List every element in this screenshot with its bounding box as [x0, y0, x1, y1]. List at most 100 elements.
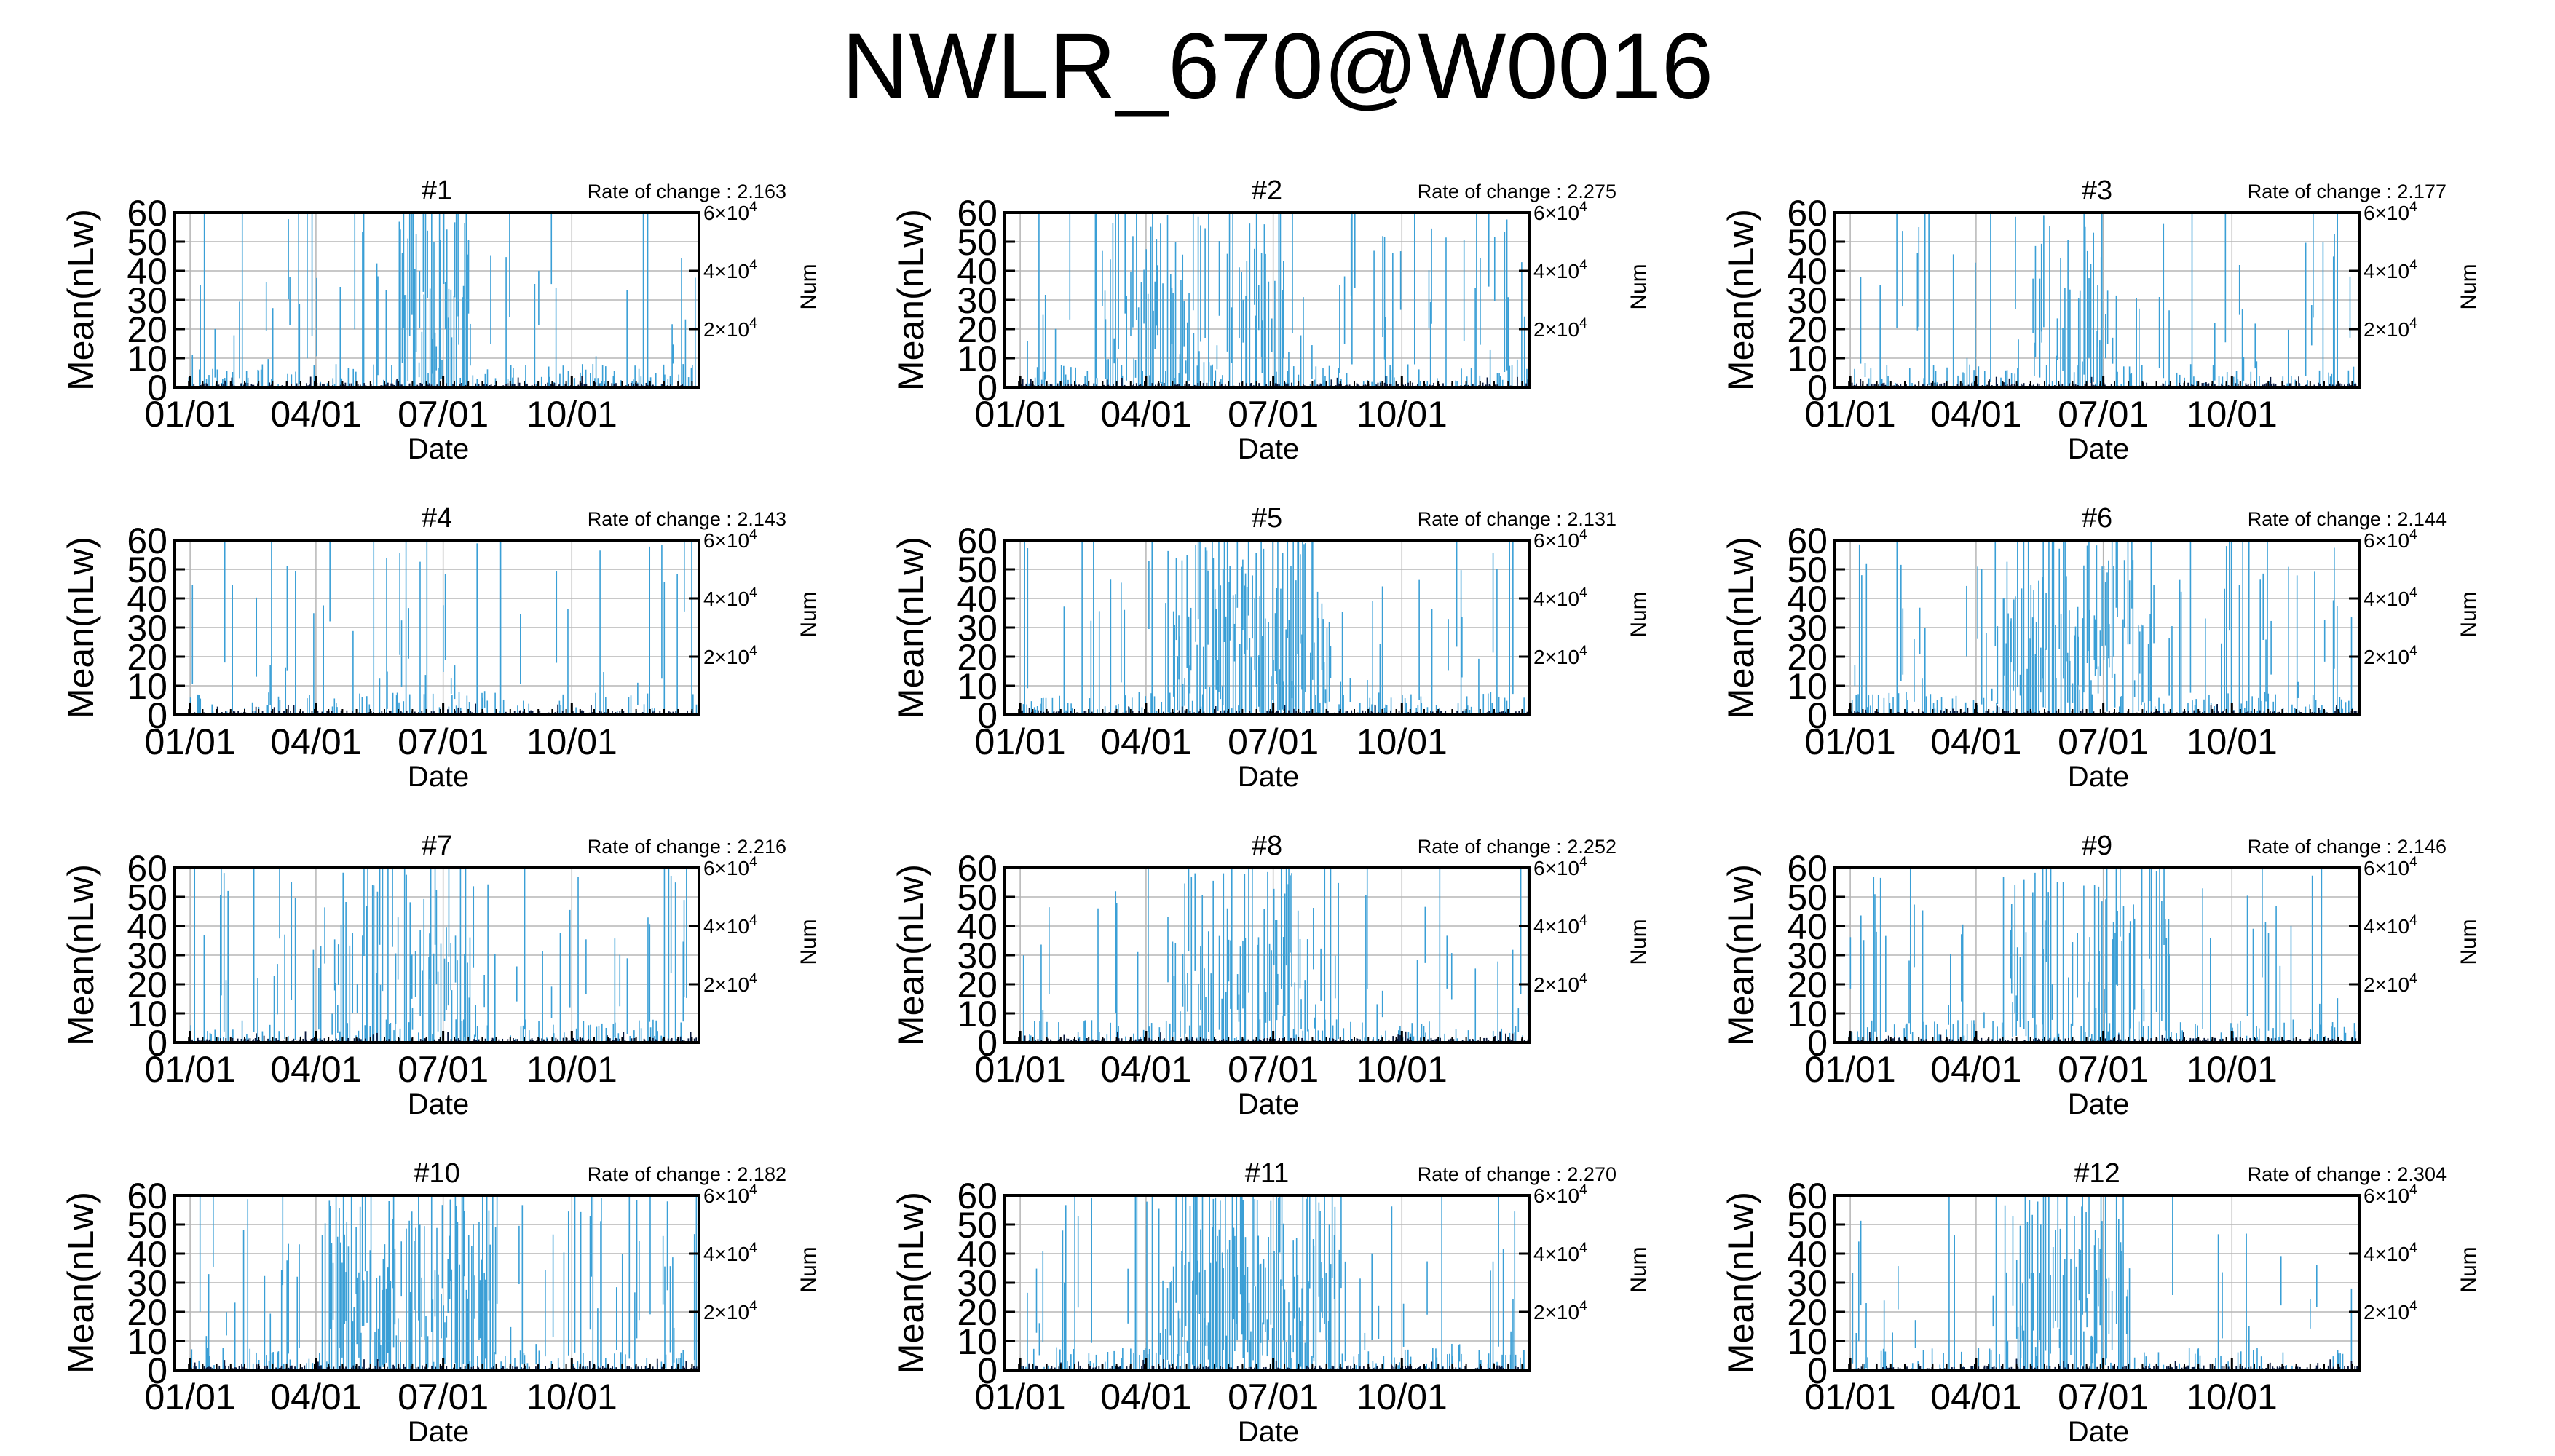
xtick-label: 01/01 [145, 721, 236, 762]
ytick-right-label: 4×104 [1533, 1241, 1587, 1265]
panel-title: #6 [2082, 503, 2112, 534]
y-axis-label-right: Num [1627, 264, 1651, 309]
xtick-label: 07/01 [2058, 721, 2149, 762]
xtick-label: 04/01 [270, 1049, 361, 1090]
ytick-label: 10 [957, 1321, 998, 1362]
ytick-right-label: 6×104 [703, 855, 757, 879]
ytick-label: 0 [147, 695, 167, 736]
x-axis-label: Date [1238, 433, 1300, 465]
panel-title: #8 [1252, 831, 1282, 861]
ytick-label: 0 [147, 368, 167, 408]
xtick-label: 04/01 [1100, 1049, 1191, 1090]
ytick-label: 50 [957, 877, 998, 918]
ytick-right-label: 4×104 [703, 585, 757, 610]
xtick-label: 04/01 [270, 394, 361, 435]
ytick-label: 0 [147, 1023, 167, 1064]
xtick-label: 01/01 [145, 1377, 236, 1417]
ytick-label: 30 [127, 1263, 167, 1304]
panel-title: #4 [422, 503, 452, 534]
series-mean [1852, 1195, 2359, 1370]
xtick-label: 10/01 [1357, 394, 1448, 435]
ytick-right-label: 6×104 [703, 1182, 757, 1207]
ytick-right-label: 2×104 [2364, 316, 2417, 341]
ytick-label: 50 [127, 550, 167, 590]
ytick-right-label: 2×104 [1533, 316, 1587, 341]
ytick-right-label: 2×104 [2364, 644, 2417, 668]
xtick-label: 01/01 [145, 394, 236, 435]
xtick-label: 10/01 [526, 721, 617, 762]
ytick-label: 20 [957, 637, 998, 678]
rate-of-change: Rate of change : 2.146 [2248, 836, 2447, 858]
ytick-right-label: 4×104 [703, 913, 757, 938]
rate-of-change: Rate of change : 2.270 [1418, 1163, 1616, 1185]
ytick-label: 10 [1787, 339, 1828, 379]
ytick-label: 30 [1787, 935, 1828, 976]
series-mean [1019, 540, 1525, 715]
y-axis-label-right: Num [797, 591, 821, 637]
page-title: NWLR_670@W0016 [841, 15, 1714, 119]
series-mean [1850, 540, 2353, 715]
ytick-label: 20 [957, 965, 998, 1005]
y-axis-label-right: Num [797, 1246, 821, 1292]
ytick-label: 40 [1787, 579, 1828, 620]
ytick-label: 40 [957, 1234, 998, 1275]
ytick-right-label: 4×104 [1533, 258, 1587, 282]
ytick-label: 50 [1787, 222, 1828, 263]
ytick-label: 60 [957, 848, 998, 889]
panel-title: #1 [422, 175, 452, 206]
y-axis-label-left: Mean(nLw) [1721, 209, 1761, 391]
xtick-label: 07/01 [398, 1377, 489, 1417]
ytick-label: 10 [1787, 994, 1828, 1034]
ytick-label: 30 [127, 280, 167, 321]
ytick-right-label: 2×104 [703, 1299, 757, 1324]
ytick-right-label: 6×104 [703, 199, 757, 224]
x-axis-label: Date [2068, 761, 2130, 793]
ytick-right-label: 6×104 [2364, 199, 2417, 224]
ytick-label: 0 [1807, 695, 1828, 736]
ytick-label: 60 [127, 521, 167, 561]
ytick-label: 60 [1787, 193, 1828, 234]
xtick-label: 01/01 [975, 1049, 1066, 1090]
ytick-label: 50 [1787, 550, 1828, 590]
y-axis-label-right: Num [1627, 591, 1651, 637]
xtick-label: 10/01 [1357, 721, 1448, 762]
ytick-label: 50 [957, 1205, 998, 1246]
ytick-label: 60 [127, 848, 167, 889]
x-axis-label: Date [1238, 1416, 1300, 1448]
ytick-label: 20 [1787, 309, 1828, 350]
rate-of-change: Rate of change : 2.131 [1418, 508, 1616, 530]
ytick-label: 0 [977, 1023, 998, 1064]
xtick-label: 10/01 [2187, 721, 2278, 762]
xtick-label: 07/01 [398, 721, 489, 762]
xtick-label: 10/01 [2187, 1049, 2278, 1090]
ytick-label: 30 [957, 608, 998, 649]
ytick-label: 30 [127, 608, 167, 649]
x-axis-label: Date [2068, 1088, 2130, 1120]
xtick-label: 07/01 [2058, 394, 2149, 435]
xtick-label: 10/01 [526, 1049, 617, 1090]
y-axis-label-right: Num [797, 919, 821, 965]
y-axis-label-left: Mean(nLw) [891, 864, 931, 1046]
ytick-right-label: 2×104 [1533, 644, 1587, 668]
ytick-label: 10 [127, 1321, 167, 1362]
ytick-label: 40 [1787, 251, 1828, 292]
ytick-label: 20 [127, 309, 167, 350]
series-mean [1027, 213, 1528, 387]
ytick-right-label: 2×104 [2364, 971, 2417, 996]
xtick-label: 07/01 [1228, 1377, 1319, 1417]
ytick-label: 10 [1787, 666, 1828, 707]
x-axis-label: Date [408, 433, 470, 465]
series-mean [1848, 868, 2356, 1042]
rate-of-change: Rate of change : 2.143 [588, 508, 786, 530]
ytick-label: 20 [957, 1292, 998, 1333]
ytick-label: 50 [957, 550, 998, 590]
ytick-label: 10 [957, 666, 998, 707]
xtick-label: 01/01 [1805, 1049, 1896, 1090]
